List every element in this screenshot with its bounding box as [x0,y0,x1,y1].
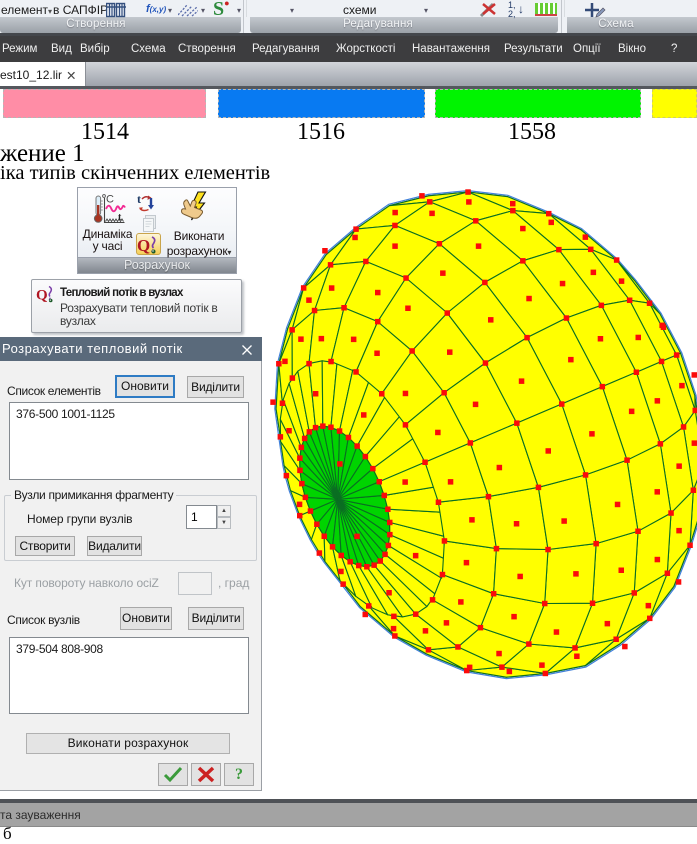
svg-text:Q: Q [36,288,48,304]
svg-text:t: t [137,192,141,206]
svg-text:Q: Q [137,236,150,254]
svg-text:t: t [118,212,122,223]
svg-text:C: C [106,194,114,206]
